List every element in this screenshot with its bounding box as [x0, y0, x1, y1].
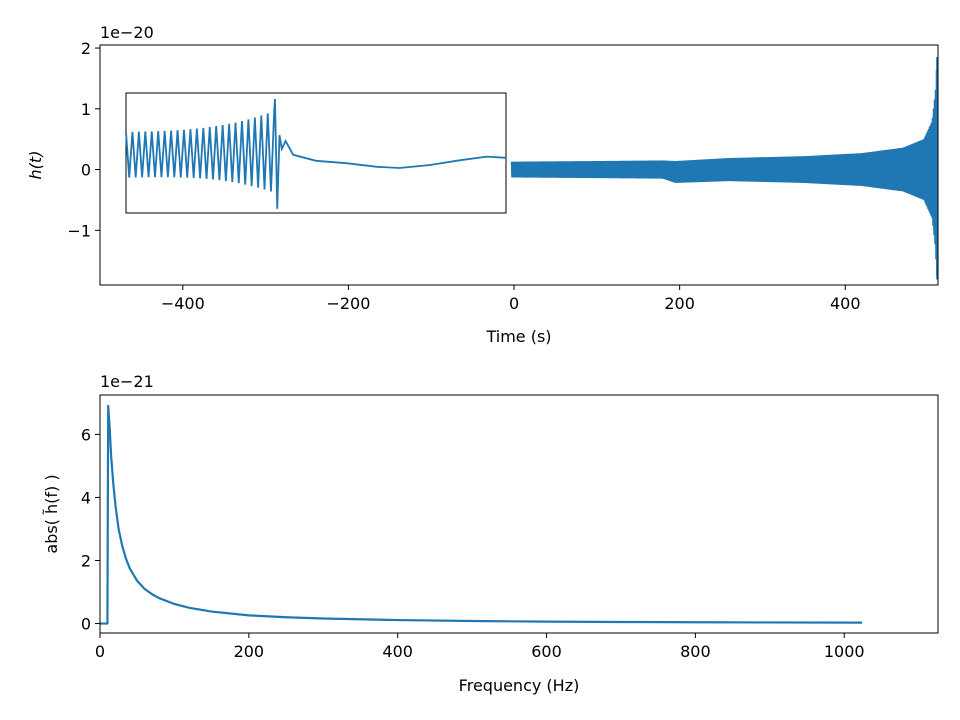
plot-frame	[99, 394, 939, 634]
x-tick-label: 0	[509, 294, 519, 313]
x-tick-label: 200	[234, 642, 265, 661]
x-tick-label: 0	[95, 642, 105, 661]
x-tick-label: 600	[531, 642, 562, 661]
x-axis-label: Time (s)	[485, 327, 551, 346]
y-tick-label: 1	[81, 100, 91, 119]
x-ticks: −400 −200 0 200 400	[161, 285, 861, 313]
y-ticks: −1 0 1 2	[67, 39, 100, 240]
spectrum-series	[100, 404, 863, 625]
y-tick-label: 4	[81, 488, 91, 507]
y-axis-label: abs( h̃(f) )	[42, 474, 61, 553]
y-tick-label: 2	[81, 39, 91, 58]
y-tick-label: 2	[81, 551, 91, 570]
time-domain-plot: −400 −200 0 200 400 −1 0 1 2 1e−20 Time (s) h(t…	[26, 23, 939, 346]
inset-line	[125, 98, 507, 209]
x-tick-label: −200	[326, 294, 370, 313]
x-axis-label: Frequency (Hz)	[459, 676, 580, 695]
y-offset-label: 1e−21	[100, 372, 154, 391]
y-tick-label: 0	[81, 161, 91, 180]
x-tick-label: 400	[382, 642, 413, 661]
x-tick-label: −400	[161, 294, 205, 313]
x-tick-label: 200	[664, 294, 695, 313]
y-ticks: 0 2 4 6	[81, 425, 100, 634]
spectrum-line	[100, 404, 863, 625]
strain-series	[510, 57, 938, 280]
y-tick-label: 6	[81, 425, 91, 444]
inset-plot	[125, 92, 507, 214]
frequency-domain-plot: 0 200 400 600 800 1000 0 2 4 6 1e−21 Frequency (…	[42, 372, 939, 695]
plot-frame	[99, 44, 939, 286]
y-tick-label: 0	[81, 615, 91, 634]
x-ticks: 0 200 400 600 800 1000	[95, 633, 865, 661]
strain-line	[510, 57, 938, 280]
x-tick-label: 1000	[824, 642, 865, 661]
x-tick-label: 800	[680, 642, 711, 661]
y-tick-label: −1	[67, 221, 91, 240]
y-axis-label: h(t)	[26, 151, 45, 180]
x-tick-label: 400	[830, 294, 861, 313]
y-offset-label: 1e−20	[100, 23, 154, 42]
